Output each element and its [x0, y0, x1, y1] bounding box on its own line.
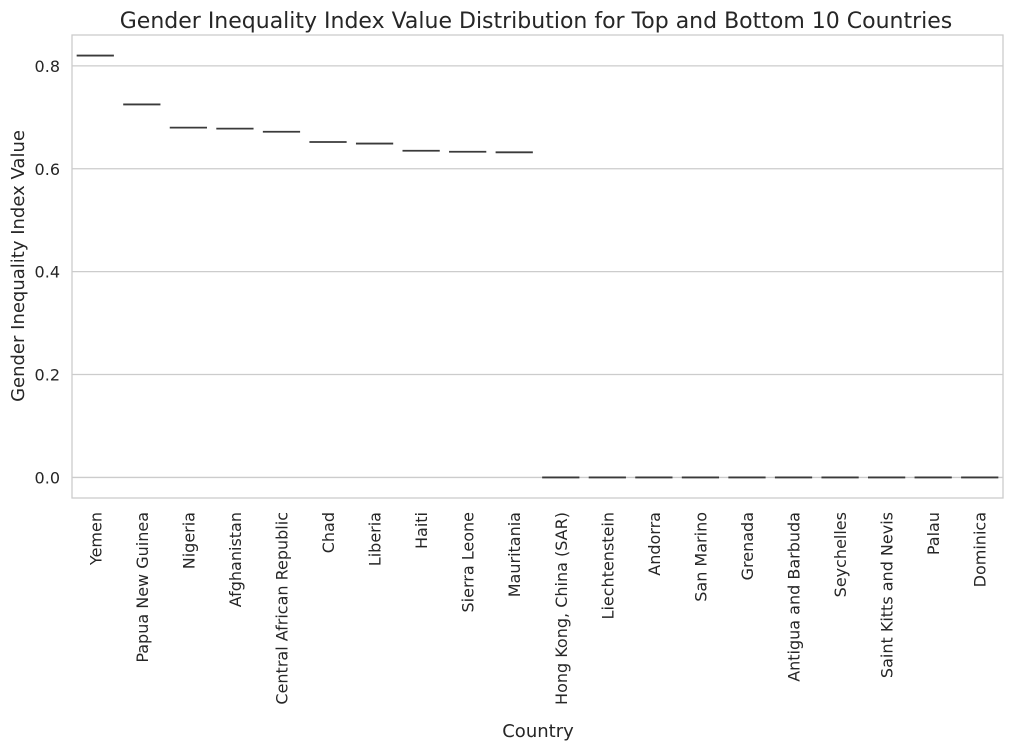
x-tick-label: San Marino	[691, 512, 710, 602]
x-tick-label: Saint Kitts and Nevis	[878, 512, 897, 678]
x-tick-label: Liberia	[366, 512, 385, 566]
x-tick-label: Haiti	[412, 512, 431, 549]
x-tick-label: Chad	[319, 512, 338, 553]
y-tick-label: 0.6	[35, 160, 60, 179]
y-tick-label: 0.0	[35, 468, 60, 487]
x-tick-label: Afghanistan	[226, 512, 245, 607]
x-tick-label: Palau	[924, 512, 943, 555]
y-tick-label: 0.8	[35, 57, 60, 76]
x-tick-label: Andorra	[645, 512, 664, 576]
x-tick-label: Antigua and Barbuda	[785, 512, 804, 682]
x-tick-label: Central African Republic	[272, 512, 291, 705]
plot-frame	[71, 34, 1004, 499]
x-tick-label: Dominica	[971, 512, 990, 587]
x-tick-label: Grenada	[738, 512, 757, 580]
x-tick-label: Nigeria	[179, 512, 198, 569]
y-axis-label: Gender Inequality Index Value	[8, 130, 29, 402]
y-tick-label: 0.2	[35, 366, 60, 385]
data-marks	[76, 54, 999, 479]
x-tick-label: Mauritania	[505, 512, 524, 597]
chart-title: Gender Inequality Index Value Distributi…	[120, 9, 953, 34]
x-axis-label: Country	[502, 721, 574, 742]
y-tick-label: 0.4	[35, 263, 60, 282]
x-tick-label: Liechtenstein	[598, 512, 617, 619]
x-tick-label: Sierra Leone	[459, 512, 478, 612]
grid-layer	[72, 65, 1003, 479]
x-tick-labels: Yemen Papua New Guinea Nigeria Afghanistan C…	[86, 512, 989, 705]
x-tick-label: Papua New Guinea	[133, 512, 152, 663]
y-tick-labels: 0.0 0.2 0.4 0.6 0.8	[35, 57, 60, 488]
x-tick-label: Yemen	[86, 512, 105, 566]
x-tick-label: Seychelles	[831, 512, 850, 597]
x-tick-label: Hong Kong, China (SAR)	[552, 512, 571, 705]
